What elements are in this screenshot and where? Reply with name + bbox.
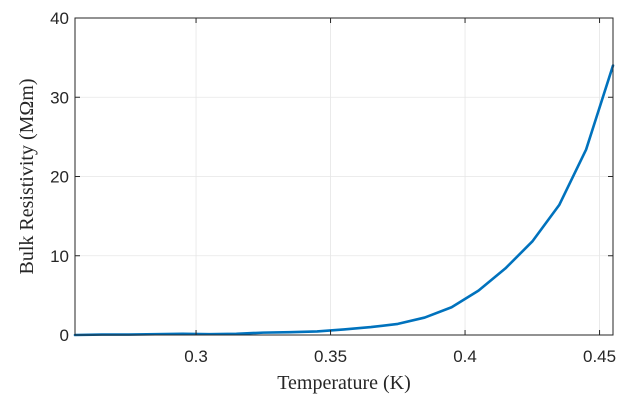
x-axis-label: Temperature (K) — [277, 372, 411, 394]
y-tick-label: 0 — [60, 326, 69, 345]
x-tick-label: 0.35 — [314, 347, 347, 366]
y-axis-label: Bulk Resistivity (MΩm) — [16, 79, 38, 275]
y-tick-label: 10 — [50, 247, 69, 266]
series-line — [73, 64, 615, 337]
y-tick-label: 30 — [50, 88, 69, 107]
series-layer — [73, 64, 615, 337]
axis-ticks: 0.3 0.35 0.4 0.45 0 10 20 30 40 — [50, 9, 616, 366]
y-tick-label: 20 — [50, 168, 69, 187]
x-tick-label: 0.4 — [453, 347, 477, 366]
y-tick-label: 40 — [50, 9, 69, 28]
grid — [75, 17, 613, 336]
x-tick-label: 0.3 — [184, 347, 208, 366]
x-tick-label: 0.45 — [583, 347, 616, 366]
